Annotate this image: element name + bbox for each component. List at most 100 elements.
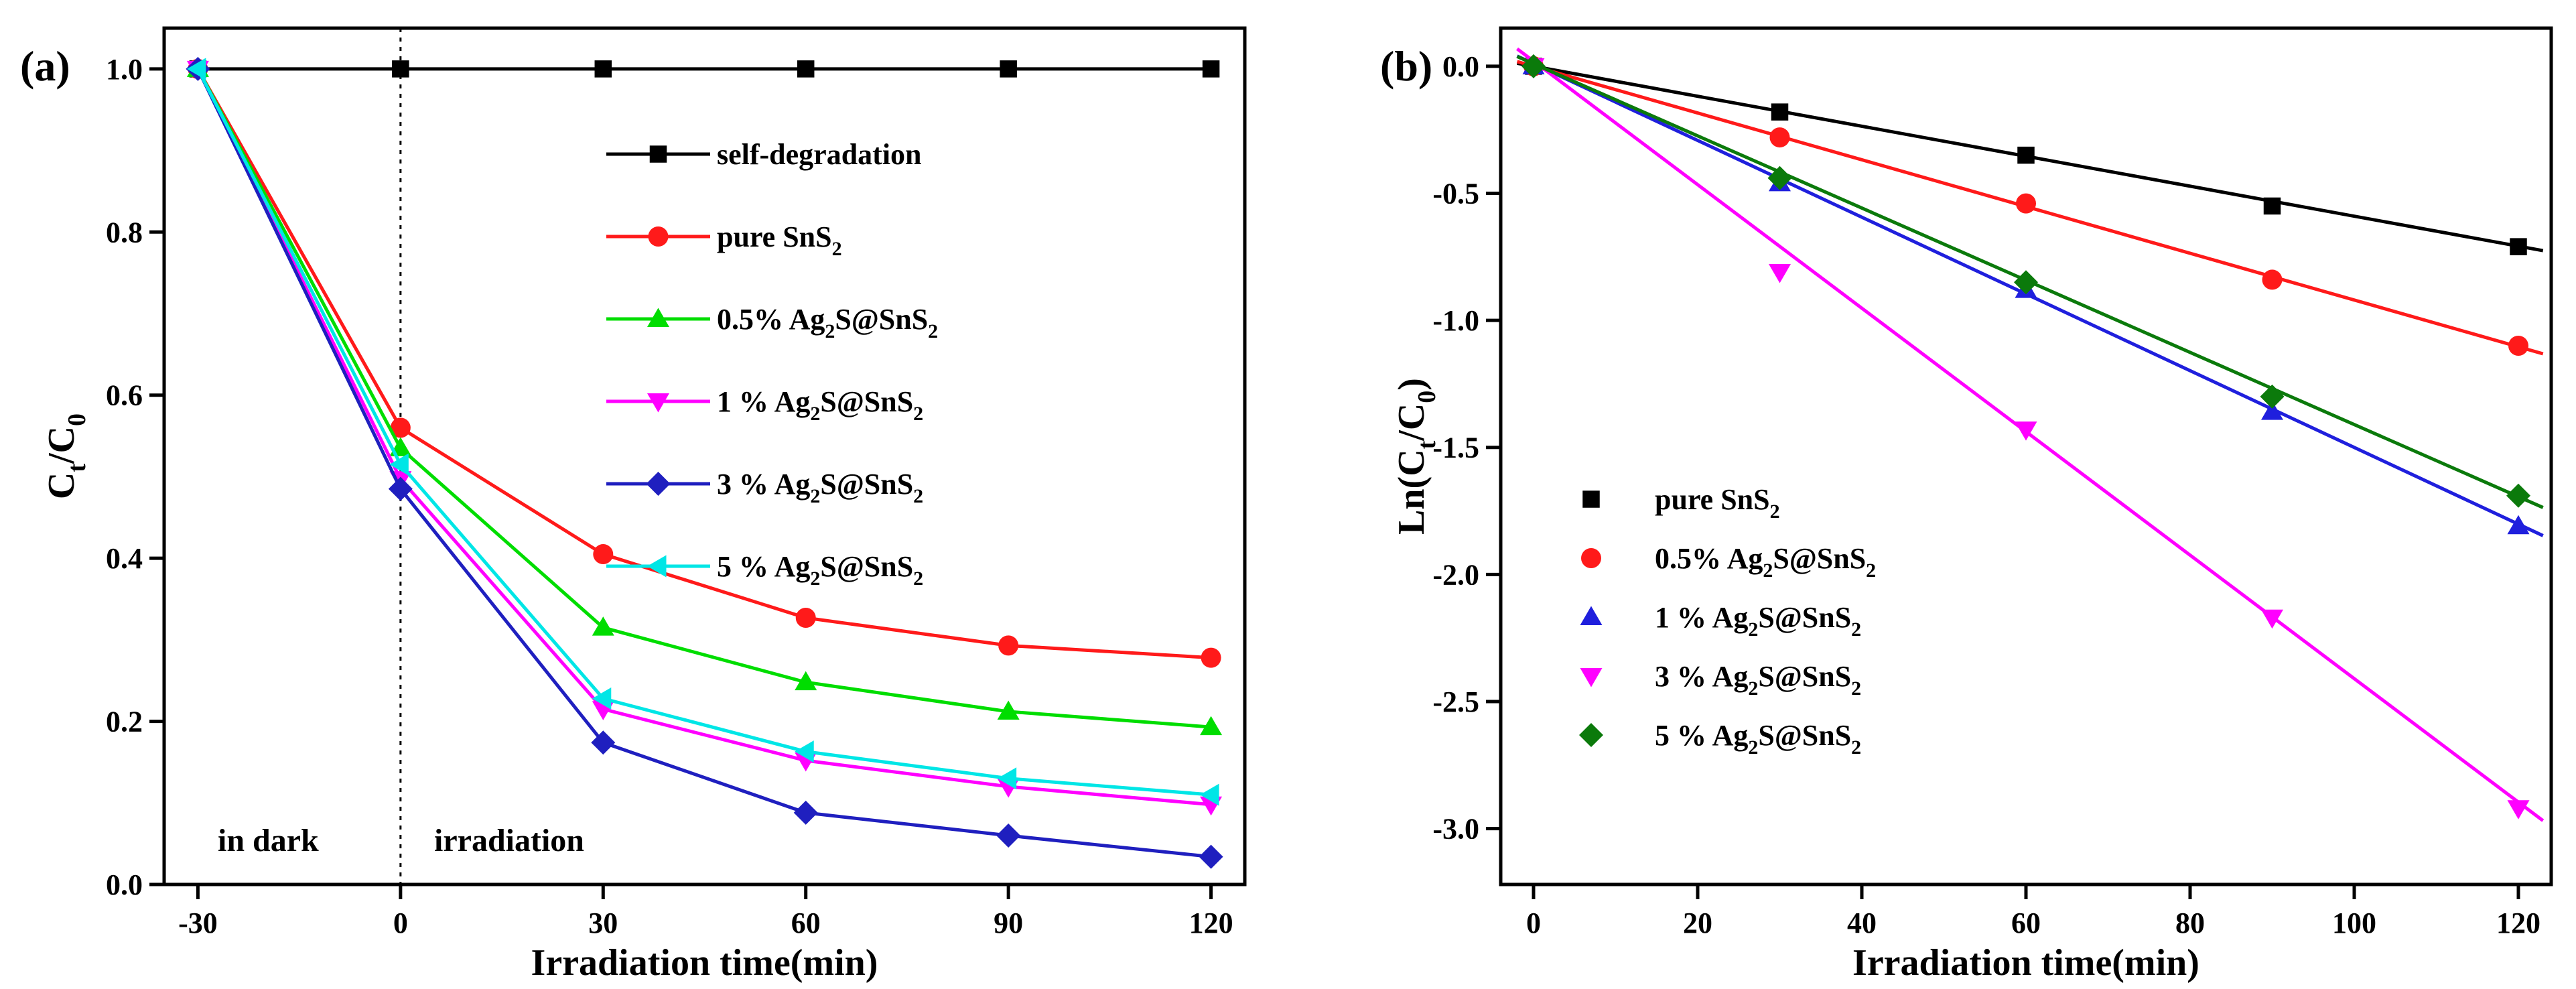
y-axis-label: Ct/C0 [41, 413, 91, 499]
y-tick-label: -2.0 [1432, 558, 1479, 591]
data-point [592, 687, 612, 710]
data-point [1201, 647, 1221, 668]
legend-item: 1 % Ag2S@SnS2 [1580, 601, 1861, 641]
legend-marker [648, 226, 669, 247]
fit-line [1515, 47, 2545, 822]
series-3 [186, 60, 1223, 816]
y-tick-label: 0.8 [106, 216, 143, 249]
series-3 [1515, 47, 2545, 822]
data-point [2016, 193, 2036, 214]
data-point [1202, 60, 1220, 78]
series-line [196, 68, 1211, 660]
data-point [592, 616, 614, 636]
legend: pure SnS2 0.5% Ag2S@SnS2 1 % Ag2S@SnS2 3 % … [1579, 483, 1876, 759]
legend-item: 5 % Ag2S@SnS2 [1579, 719, 1861, 759]
legend-item: 3 % Ag2S@SnS2 [1580, 660, 1861, 700]
data-point [795, 607, 816, 628]
data-point [186, 58, 206, 80]
series-4 [1516, 54, 2544, 509]
data-point [593, 544, 614, 565]
legend-label: 1 % Ag2S@SnS2 [1655, 601, 1861, 641]
legend-marker [649, 145, 667, 163]
x-tick-label: 20 [1683, 907, 1712, 939]
data-point [1771, 103, 1789, 121]
legend-label: pure SnS2 [717, 220, 842, 260]
x-axis-label: Irradiation time(min) [531, 942, 878, 984]
x-tick-label: 80 [2175, 907, 2205, 939]
legend-label: pure SnS2 [1655, 483, 1780, 523]
data-point [390, 417, 411, 438]
series-2 [1516, 54, 2544, 537]
legend-item: pure SnS2 [1582, 483, 1780, 523]
y-tick-label: 0.2 [106, 706, 143, 738]
data-point [1769, 127, 1790, 148]
data-point [2507, 800, 2530, 819]
data-point [2508, 336, 2528, 356]
y-tick-label: -2.5 [1432, 685, 1479, 718]
plot-frame [162, 26, 1247, 886]
legend-marker [647, 308, 669, 327]
series-4 [186, 56, 1223, 869]
legend-item: 0.5% Ag2S@SnS2 [606, 303, 938, 342]
x-tick-label: 0 [393, 907, 408, 939]
data-point [1000, 60, 1017, 78]
legend-marker [646, 472, 671, 496]
chart-panel-b: 0 20 40 60 80 100 120 0.0 -0.5 -1.0 -1.5 -2.0 -2.5 -3… [1380, 26, 2553, 984]
data-point [2506, 483, 2530, 508]
data-point [1769, 264, 1791, 283]
legend: self-degradation pure SnS2 0.5% Ag2S@SnS2 1… [606, 138, 938, 590]
legend-label: 0.5% Ag2S@SnS2 [717, 303, 938, 342]
legend-marker [1579, 723, 1603, 747]
data-point [1199, 844, 1223, 869]
x-tick-label: -30 [178, 907, 218, 939]
x-tick-label: 0 [1526, 907, 1541, 939]
legend-item: 1 % Ag2S@SnS2 [606, 385, 923, 425]
data-point [797, 60, 815, 78]
data-point [2261, 609, 2283, 629]
legend-item: 5 % Ag2S@SnS2 [606, 550, 923, 590]
y-tick-label: 0.4 [106, 542, 143, 575]
y-tick-label: 0.6 [106, 379, 143, 412]
y-tick-label: 0.0 [106, 868, 143, 901]
data-point [998, 635, 1019, 656]
series-2 [186, 58, 1223, 736]
legend-label: 0.5% Ag2S@SnS2 [1655, 542, 1876, 582]
x-tick-label: 40 [1847, 907, 1877, 939]
data-point [591, 730, 616, 755]
y-tick-label: -0.5 [1432, 177, 1479, 210]
chart-panel-a: -30 0 30 60 90 120 0.0 0.2 0.4 0.6 0.8 1.0 Irradiati… [20, 26, 1247, 984]
legend-label: 5 % Ag2S@SnS2 [1655, 719, 1861, 759]
x-tick-label: 30 [588, 907, 618, 939]
legend-marker [1580, 668, 1603, 687]
data-point [1200, 716, 1223, 736]
series-5 [186, 58, 1219, 806]
data-point [2017, 146, 2035, 164]
data-point [388, 476, 413, 501]
x-tick-label: 90 [994, 907, 1023, 939]
legend-label: 3 % Ag2S@SnS2 [717, 468, 923, 507]
y-tick-label: -3.0 [1432, 813, 1479, 846]
data-point [2262, 269, 2283, 290]
data-point [793, 800, 818, 825]
series-line [196, 68, 1211, 807]
legend-marker [1580, 606, 1603, 625]
data-point [795, 740, 814, 763]
legend-label: 5 % Ag2S@SnS2 [717, 550, 923, 590]
x-tick-label: 60 [791, 907, 821, 939]
series-line [196, 68, 1211, 797]
annotation-irradiation: irradiation [434, 823, 584, 858]
legend-item: 0.5% Ag2S@SnS2 [1581, 542, 1876, 582]
data-point [1521, 54, 1546, 78]
series-1 [1516, 56, 2544, 356]
x-axis-label: Irradiation time(min) [1852, 942, 2199, 984]
data-point [997, 767, 1017, 790]
legend-item: pure SnS2 [606, 220, 842, 260]
legend-marker [1582, 490, 1600, 508]
y-axis-label: Ln(Ct/C0) [1391, 378, 1441, 535]
x-tick-label: 120 [2496, 907, 2540, 939]
series-0 [1517, 58, 2544, 255]
data-point [2014, 270, 2038, 295]
legend-label: 1 % Ag2S@SnS2 [717, 385, 923, 425]
